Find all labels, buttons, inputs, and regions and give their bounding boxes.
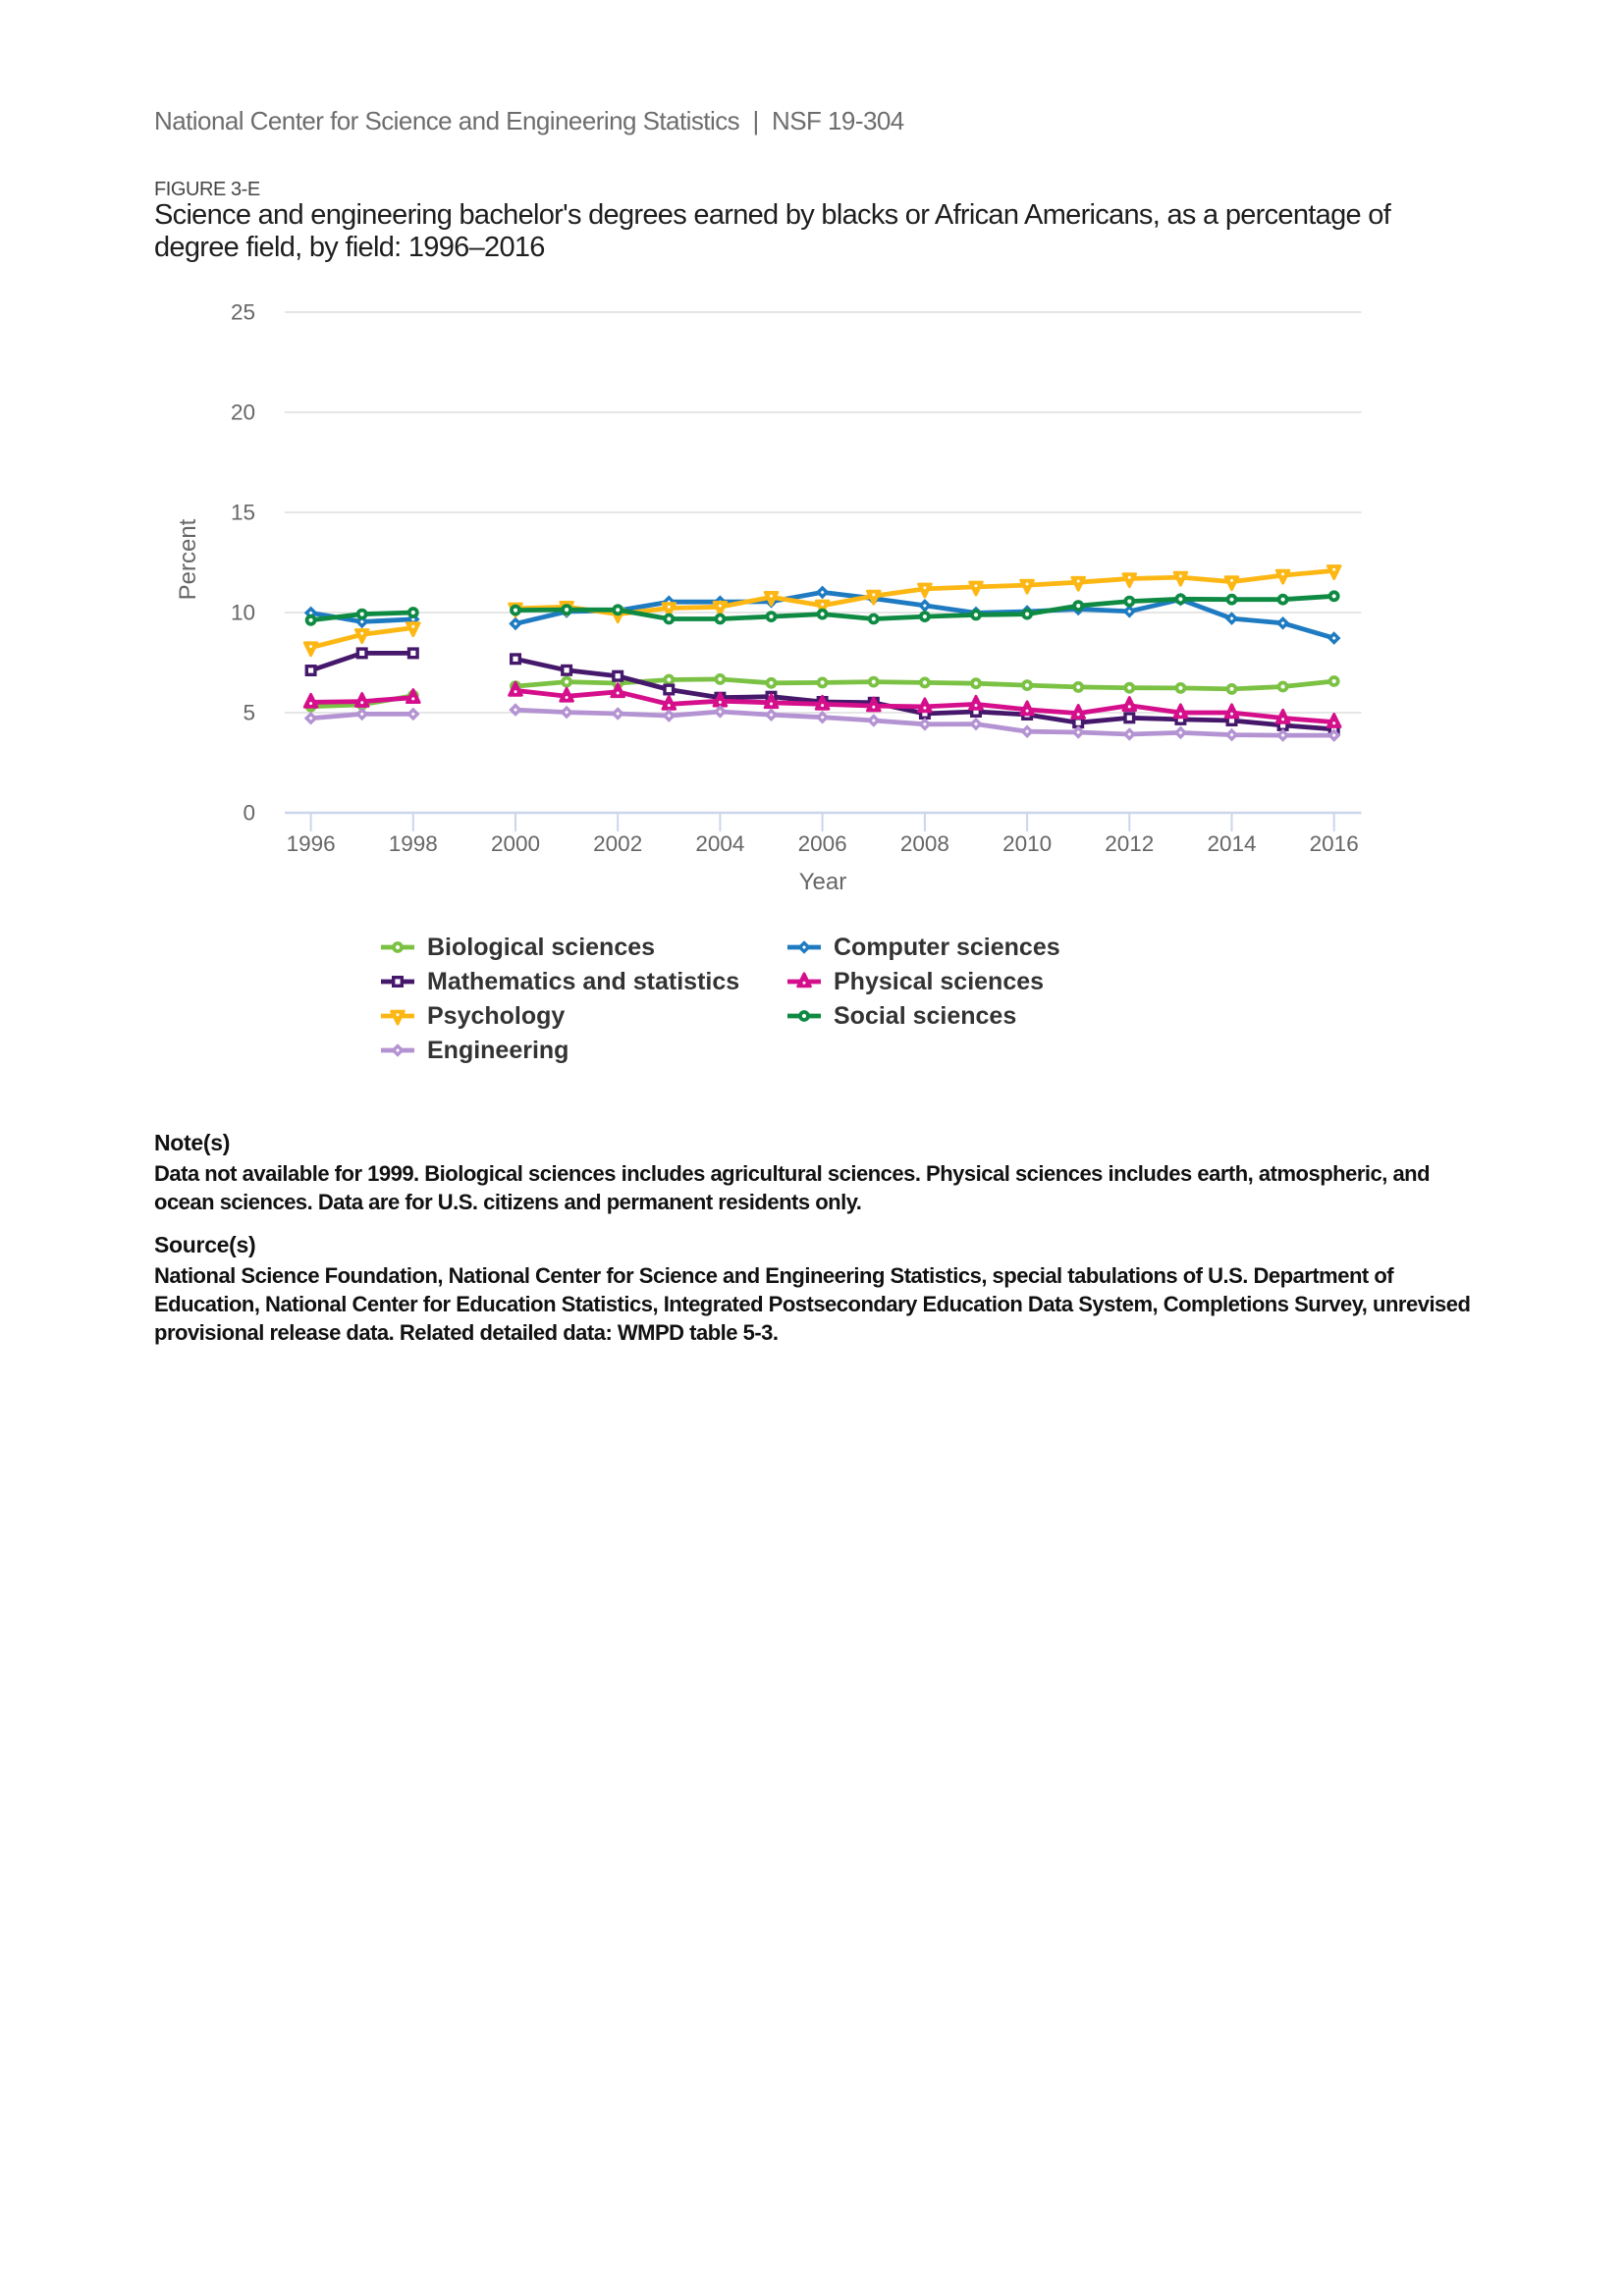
svg-text:2016: 2016 xyxy=(1310,831,1359,856)
svg-text:1998: 1998 xyxy=(389,831,438,856)
svg-text:2006: 2006 xyxy=(798,831,847,856)
svg-text:5: 5 xyxy=(243,701,255,725)
svg-text:25: 25 xyxy=(231,300,255,325)
svg-text:15: 15 xyxy=(231,501,255,525)
svg-text:2002: 2002 xyxy=(593,831,642,856)
svg-text:1996: 1996 xyxy=(287,831,336,856)
svg-text:20: 20 xyxy=(231,400,255,425)
svg-text:2014: 2014 xyxy=(1207,831,1256,856)
svg-text:2008: 2008 xyxy=(900,831,949,856)
svg-text:2000: 2000 xyxy=(491,831,540,856)
svg-text:Year: Year xyxy=(799,869,847,895)
svg-text:Percent: Percent xyxy=(175,518,201,600)
svg-text:2012: 2012 xyxy=(1105,831,1154,856)
svg-text:0: 0 xyxy=(243,801,255,826)
svg-text:2004: 2004 xyxy=(695,831,744,856)
svg-text:10: 10 xyxy=(231,601,255,625)
svg-text:2010: 2010 xyxy=(1002,831,1052,856)
